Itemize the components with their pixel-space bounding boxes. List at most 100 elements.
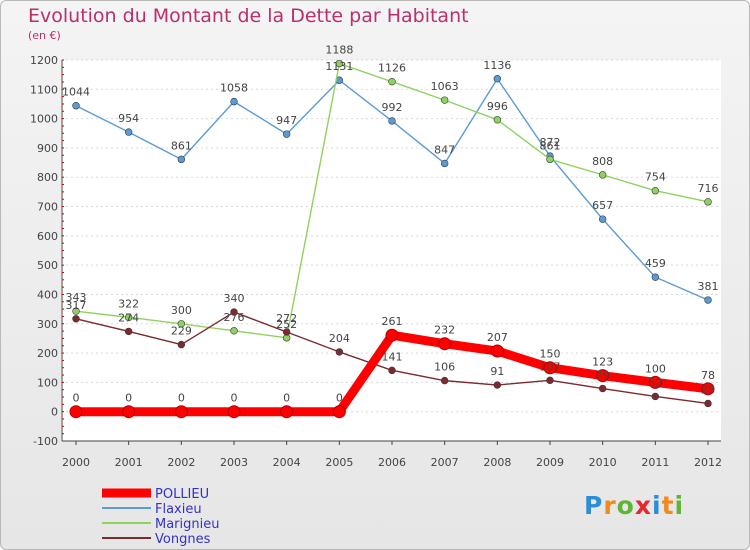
x-tick-label: 2012 bbox=[694, 456, 722, 469]
data-point-vongnes bbox=[72, 315, 80, 323]
data-label-marignieu: 1063 bbox=[431, 80, 459, 93]
x-tick-label: 2003 bbox=[220, 456, 248, 469]
x-tick-label: 2006 bbox=[378, 456, 406, 469]
data-label-flaxieu: 1058 bbox=[220, 82, 248, 95]
data-label-flaxieu: 459 bbox=[645, 257, 666, 270]
data-point-pollieu bbox=[332, 405, 346, 419]
data-point-pollieu bbox=[648, 375, 662, 389]
data-label-vongnes: 317 bbox=[66, 299, 87, 312]
data-label-marignieu: 300 bbox=[171, 304, 192, 317]
data-label-pollieu: 232 bbox=[434, 324, 455, 337]
data-label-vongnes: 79 bbox=[596, 369, 610, 382]
data-point-vongnes bbox=[704, 399, 712, 408]
data-point-marignieu bbox=[388, 77, 396, 86]
data-label-flaxieu: 861 bbox=[171, 139, 192, 152]
data-point-marignieu bbox=[230, 327, 238, 335]
x-tick-label: 2007 bbox=[431, 456, 459, 469]
legend-label-pollieu: POLLIEU bbox=[155, 487, 209, 502]
data-point-vongnes bbox=[230, 308, 238, 316]
data-label-pollieu: 100 bbox=[645, 362, 666, 375]
data-point-marignieu bbox=[124, 313, 133, 322]
data-label-marignieu: 754 bbox=[645, 171, 666, 184]
logo-letter: x bbox=[634, 491, 652, 520]
data-point-pollieu bbox=[438, 337, 452, 351]
chart-subtitle: (en €) bbox=[28, 29, 61, 42]
data-point-pollieu bbox=[490, 344, 504, 358]
data-point-pollieu bbox=[69, 405, 83, 419]
data-point-marignieu bbox=[335, 59, 344, 68]
data-point-vongnes bbox=[493, 381, 502, 389]
x-tick-label: 2000 bbox=[62, 456, 90, 469]
data-point-pollieu bbox=[701, 382, 715, 396]
data-point-flaxieu bbox=[230, 97, 238, 106]
legend-label-vongnes: Vongnes bbox=[155, 532, 211, 547]
data-point-vongnes bbox=[282, 328, 291, 336]
data-label-marignieu: 1188 bbox=[325, 44, 353, 57]
plot-area bbox=[61, 60, 721, 441]
data-point-vongnes bbox=[651, 392, 660, 401]
data-label-marignieu: 276 bbox=[224, 311, 245, 324]
data-point-vongnes bbox=[388, 366, 396, 375]
data-point-flaxieu bbox=[177, 155, 186, 164]
data-point-marignieu bbox=[546, 155, 554, 164]
y-tick-label: 600 bbox=[37, 230, 58, 243]
legend-label-marignieu: Marignieu bbox=[155, 517, 219, 532]
data-label-vongnes: 91 bbox=[490, 365, 504, 378]
data-label-vongnes: 28 bbox=[701, 383, 715, 396]
data-point-flaxieu bbox=[282, 130, 291, 138]
y-tick-label: 500 bbox=[37, 259, 58, 272]
data-label-marignieu: 343 bbox=[66, 291, 87, 304]
data-point-flaxieu bbox=[440, 159, 449, 168]
data-label-flaxieu: 1131 bbox=[325, 60, 353, 73]
data-label-vongnes: 204 bbox=[329, 332, 350, 345]
data-label-vongnes: 106 bbox=[434, 361, 455, 374]
data-label-vongnes: 107 bbox=[540, 360, 561, 373]
data-label-vongnes: 52 bbox=[648, 376, 662, 389]
data-label-vongnes: 274 bbox=[118, 311, 139, 324]
data-label-flaxieu: 657 bbox=[592, 199, 613, 212]
y-tick-label: 400 bbox=[37, 288, 58, 301]
data-label-vongnes: 272 bbox=[276, 312, 297, 325]
chart-title: Evolution du Montant de la Dette par Hab… bbox=[28, 5, 469, 27]
data-label-marignieu: 1126 bbox=[378, 62, 406, 75]
data-point-marignieu bbox=[493, 116, 502, 124]
data-label-pollieu: 0 bbox=[231, 392, 238, 405]
data-point-flaxieu bbox=[388, 117, 396, 125]
proxiti-logo: Proxiti bbox=[584, 491, 684, 520]
x-tick-label: 2011 bbox=[641, 456, 669, 469]
data-label-pollieu: 78 bbox=[701, 369, 715, 382]
y-tick-label: -100 bbox=[33, 435, 58, 448]
data-label-pollieu: 150 bbox=[540, 348, 561, 361]
data-point-pollieu bbox=[385, 328, 399, 342]
data-label-pollieu: 0 bbox=[73, 392, 80, 405]
data-point-marignieu bbox=[651, 187, 660, 195]
data-label-marignieu: 861 bbox=[540, 139, 561, 152]
data-point-marignieu bbox=[177, 320, 186, 328]
data-point-pollieu bbox=[174, 405, 188, 419]
data-point-vongnes bbox=[440, 376, 449, 385]
logo-letter: o bbox=[616, 491, 635, 520]
data-point-marignieu bbox=[72, 307, 80, 315]
y-tick-label: 900 bbox=[37, 142, 58, 155]
data-label-vongnes: 141 bbox=[382, 350, 403, 363]
data-point-flaxieu bbox=[651, 273, 660, 281]
data-label-marignieu: 996 bbox=[487, 100, 508, 113]
data-label-flaxieu: 947 bbox=[276, 114, 297, 127]
logo-letter: t bbox=[661, 491, 675, 520]
data-label-flaxieu: 1136 bbox=[483, 59, 511, 72]
data-label-pollieu: 0 bbox=[125, 392, 132, 405]
y-tick-label: 800 bbox=[37, 171, 58, 184]
data-point-flaxieu bbox=[124, 128, 133, 136]
data-label-vongnes: 340 bbox=[224, 292, 245, 305]
data-point-marignieu bbox=[598, 171, 607, 179]
data-point-vongnes bbox=[177, 340, 186, 349]
y-tick-label: 1000 bbox=[30, 113, 58, 126]
data-point-pollieu bbox=[596, 369, 610, 383]
y-tick-label: 200 bbox=[37, 347, 58, 360]
data-label-flaxieu: 992 bbox=[382, 101, 403, 114]
logo-letter: i bbox=[652, 491, 662, 520]
y-tick-label: 0 bbox=[51, 406, 58, 419]
y-tick-label: 300 bbox=[37, 318, 58, 331]
